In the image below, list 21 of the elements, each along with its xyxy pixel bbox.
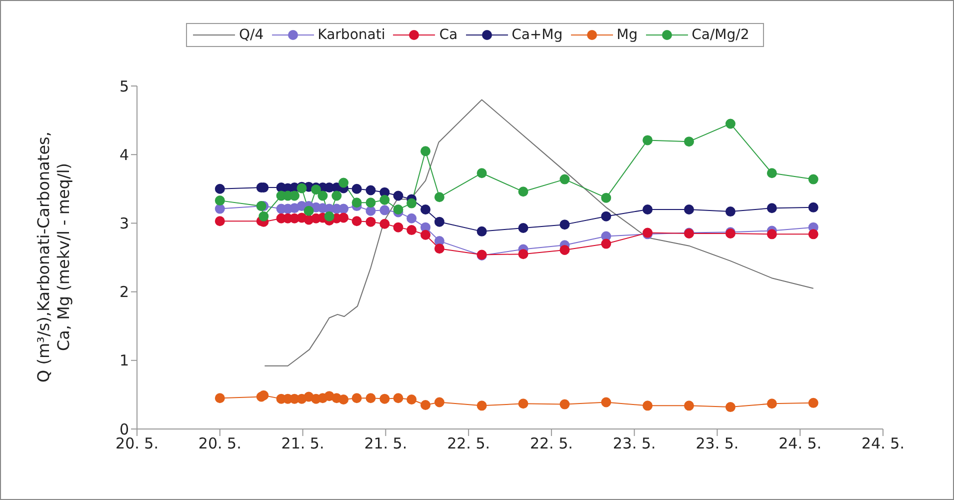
- legend-label: Ca+Mg: [512, 27, 563, 43]
- x-tick-label: 23. 5.: [612, 434, 656, 453]
- x-tick-label: 24. 5.: [778, 434, 822, 453]
- y-tick-label: 2: [119, 283, 129, 302]
- x-tick-label: 23. 5.: [696, 434, 739, 453]
- legend-label: Karbonati: [318, 27, 386, 43]
- y-tick-label: 3: [119, 214, 129, 233]
- x-tick-label: 24. 5.: [862, 434, 904, 453]
- y-tick-label: 1: [119, 352, 129, 370]
- x-tick-label: 22. 5.: [530, 434, 573, 453]
- x-tick-label: 20. 5.: [198, 434, 242, 453]
- y-axis-title: Q (m³/s),Karbonati-Carbonates, Ca, Mg (mekv/l - meq/l): [34, 132, 73, 382]
- y-tick-label: 5: [119, 77, 129, 96]
- legend-label: Q/4: [239, 27, 264, 43]
- legend-label: Ca/Mg/2: [692, 27, 750, 43]
- x-tick-label: 21. 5.: [281, 434, 324, 453]
- x-tick-label: 22. 5.: [447, 434, 490, 453]
- legend-label: Ca: [439, 27, 458, 43]
- x-tick-label: 21. 5.: [364, 434, 408, 453]
- legend-label: Mg: [616, 27, 638, 43]
- y-tick-label: 4: [119, 146, 129, 164]
